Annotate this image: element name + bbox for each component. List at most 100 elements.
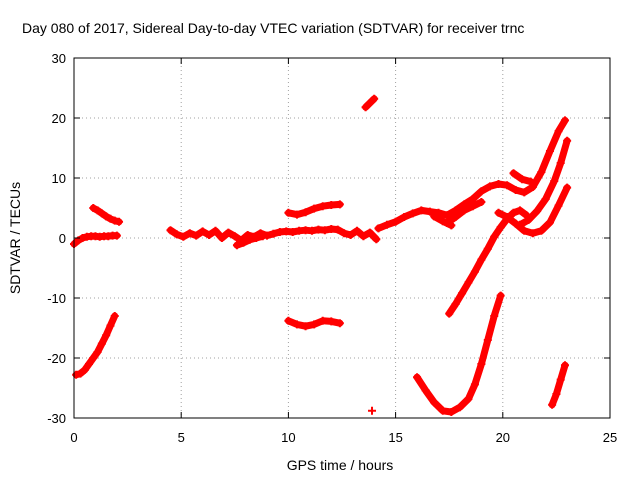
- data-point-arc-18-2: [556, 375, 565, 384]
- data-point-arc-05-3: [252, 234, 261, 242]
- data-point-arc-14-8: [496, 223, 505, 232]
- y-tick-label-5: 20: [52, 111, 66, 126]
- grid-lines: [74, 58, 610, 418]
- data-point-arc-10-20: [545, 147, 554, 155]
- data-point-arc-18-3: [560, 361, 569, 370]
- data-point-arc-12-2: [460, 206, 469, 215]
- data-point-arc-02-2: [97, 209, 106, 218]
- data-point-arc-03-1: [76, 369, 85, 378]
- data-point-arc-16-3: [520, 226, 529, 235]
- x-tick-label-3: 15: [388, 430, 402, 445]
- data-point-arc-06-3: [310, 204, 319, 213]
- series-arc-05: [232, 232, 267, 250]
- data-point-arc-15-10: [490, 312, 499, 320]
- data-point-arc-10-19: [537, 168, 546, 176]
- data-point-arc-16-6: [545, 218, 554, 227]
- data-point-arc-10-12: [477, 187, 486, 196]
- data-point-arc-10-14: [494, 180, 503, 188]
- data-point-arc-08-0: [361, 103, 370, 112]
- data-point-arc-18-0: [548, 400, 557, 409]
- data-point-arc-10-22: [560, 116, 569, 125]
- data-point-arc-04-1: [172, 230, 181, 239]
- data-point-arc-10-13: [485, 182, 494, 191]
- data-point-arc-06-4: [318, 202, 327, 211]
- data-point-arc-08-1: [365, 99, 374, 107]
- data-point-arc-15-6: [464, 394, 473, 403]
- x-tick-labels: 0 5 10 15 20 25: [70, 430, 617, 445]
- data-point-arc-17-2: [533, 207, 542, 215]
- data-point-arc-10-1: [383, 220, 392, 229]
- data-point-arc-06-0: [284, 208, 293, 217]
- data-point-arc-14-0: [445, 309, 454, 318]
- y-tick-label-1: -20: [47, 351, 66, 366]
- data-point-arc-14-1: [451, 300, 460, 308]
- data-point-arc-14-11: [515, 206, 524, 215]
- data-point-arc-10-17: [520, 188, 529, 197]
- data-point-arc-04-8: [217, 234, 226, 242]
- data-point-arc-04-10: [230, 232, 239, 241]
- series-arc-02: [89, 204, 124, 226]
- data-point-arc-10-16: [511, 186, 520, 194]
- data-point-arc-02-6: [115, 217, 124, 226]
- series-line-arc-15: [413, 292, 505, 416]
- data-point-arc-12-4: [477, 198, 486, 206]
- data-point-arc-14-6: [483, 244, 492, 253]
- data-point-arc-02-3: [102, 212, 111, 221]
- data-point-arc-07-5: [327, 317, 336, 326]
- data-point-arc-03-7: [102, 331, 111, 340]
- data-point-arc-06-2: [301, 208, 310, 217]
- data-point-arc-05-0: [232, 241, 241, 250]
- data-point-arc-16-5: [537, 226, 546, 235]
- chart-title: Day 080 of 2017, Sidereal Day-to-day VTE…: [22, 20, 524, 36]
- data-point-arc-03-5: [93, 348, 102, 356]
- data-point-arc-04-22: [307, 226, 316, 235]
- data-point-arc-07-0: [284, 316, 293, 325]
- series-arc-10: [374, 116, 569, 233]
- data-point-arc-15-1: [421, 386, 430, 395]
- x-tick-label-5: 25: [603, 430, 617, 445]
- series-arc-13: [509, 169, 535, 186]
- series-arc-15: [413, 291, 505, 416]
- data-point-arc-04-2: [179, 232, 188, 241]
- data-point-arc-16-4: [528, 229, 537, 238]
- data-point-arc-15-3: [438, 406, 447, 415]
- data-point-arc-13-1: [518, 175, 527, 184]
- series-arc-12: [443, 198, 486, 227]
- data-point-arc-10-3: [400, 213, 409, 221]
- data-point-arc-17-5: [556, 159, 565, 167]
- series-arc-06: [284, 200, 344, 219]
- data-point-arc-17-3: [541, 195, 550, 203]
- data-point-arc-10-6: [425, 207, 434, 216]
- data-point-arc-13-2: [526, 177, 535, 186]
- series-arc-04: [166, 225, 381, 245]
- data-point-arc-07-2: [301, 322, 310, 331]
- data-point-arc-15-0: [413, 373, 422, 382]
- data-point-arc-05-4: [258, 232, 267, 241]
- x-tick-label-2: 10: [281, 430, 295, 445]
- data-point-arc-01-10: [112, 231, 121, 240]
- data-point-arc-09-0: [368, 406, 377, 415]
- data-point-arc-04-9: [224, 228, 233, 237]
- data-point-arc-10-0: [374, 224, 383, 233]
- axis-ticks: [73, 57, 611, 419]
- data-point-arc-14-4: [470, 267, 479, 276]
- y-tick-labels: -30 -20 -10 0 10 20 30: [47, 51, 66, 426]
- data-point-arc-10-4: [408, 209, 417, 218]
- series-line-arc-18: [548, 361, 569, 409]
- series-arc-14: [445, 206, 531, 318]
- data-point-arc-12-1: [451, 213, 460, 221]
- data-point-arc-14-2: [458, 289, 467, 298]
- data-point-arc-06-6: [335, 200, 344, 209]
- data-point-arc-15-7: [470, 380, 479, 389]
- data-point-arc-10-21: [554, 127, 563, 136]
- data-point-arc-18-1: [552, 390, 561, 398]
- data-point-arc-04-29: [353, 226, 362, 235]
- data-point-arc-07-4: [318, 316, 327, 325]
- data-point-arc-12-0: [443, 219, 452, 227]
- data-point-arc-04-5: [198, 227, 207, 236]
- data-point-arc-04-31: [365, 228, 374, 237]
- data-point-arc-04-4: [192, 231, 201, 240]
- data-point-arc-06-5: [327, 201, 336, 209]
- data-point-arc-15-9: [483, 336, 492, 344]
- data-point-arc-03-4: [89, 354, 98, 362]
